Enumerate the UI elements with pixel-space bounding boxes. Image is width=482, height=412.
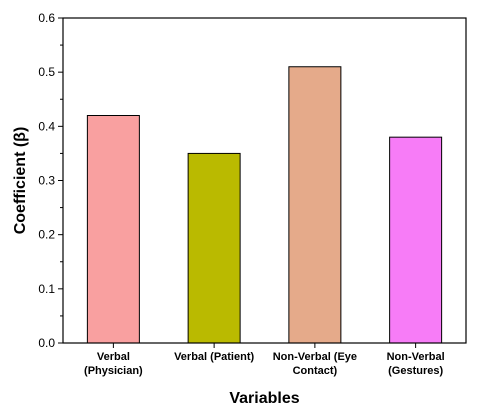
x-ticks-group: Verbal (Physician) Verbal (Patient) Non-Ver… [84, 343, 445, 377]
x-axis-title: Variables [229, 390, 299, 407]
y-tick-label: 0.4 [38, 119, 55, 133]
y-tick-label: 0.6 [38, 11, 55, 25]
x-tick-label: Non-Verbal (Gestures) [387, 351, 445, 377]
y-tick-label: 0.0 [38, 336, 55, 350]
y-tick-label: 0.5 [38, 65, 55, 79]
y-ticks-group: 0.0 0.1 0.2 0.3 0.4 0.5 0.6 [38, 11, 63, 350]
y-tick-label: 0.1 [38, 282, 55, 296]
bar [187, 152, 241, 344]
y-tick-label: 0.2 [38, 228, 55, 242]
x-tick-label: Verbal (Physician) [84, 351, 143, 377]
x-tick-label: Verbal (Patient) [174, 351, 254, 363]
bar [288, 66, 342, 344]
y-tick-label: 0.3 [38, 174, 55, 188]
x-tick-label: Non-Verbal (Eye Contact) [273, 351, 357, 377]
bar [86, 115, 140, 344]
bars-group [86, 66, 443, 344]
y-axis-title: Coefficient (β) [12, 127, 29, 235]
bar [389, 136, 443, 344]
